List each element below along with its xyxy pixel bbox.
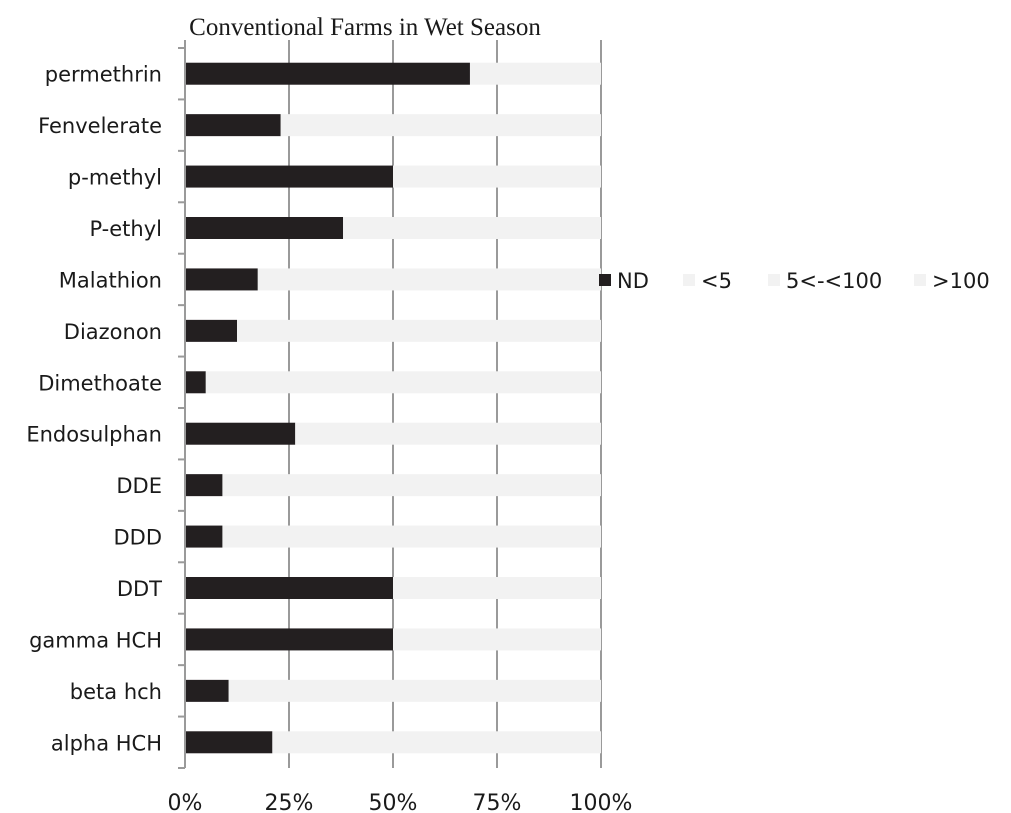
- legend: ND <5 5<-<100 >100: [599, 269, 990, 293]
- legend-swatch: [914, 274, 926, 286]
- axes: [178, 40, 186, 769]
- bar-segment: [343, 217, 601, 239]
- bar-segment: [393, 577, 601, 599]
- bar-segment: [257, 268, 601, 291]
- bar-segment: [185, 217, 344, 239]
- bar-segment: [185, 371, 206, 394]
- category-label: P-ethyl: [89, 217, 162, 241]
- legend-label: >100: [932, 269, 990, 293]
- category-label: p-methyl: [68, 166, 162, 190]
- category-label: Fenvelerate: [38, 114, 162, 138]
- bar-segment: [469, 62, 601, 85]
- category-label: gamma HCH: [29, 628, 162, 652]
- bar-segment: [237, 319, 601, 342]
- x-tick-label: 0%: [168, 791, 203, 813]
- bar-segment: [185, 62, 470, 85]
- legend-label: <5: [701, 269, 732, 293]
- category-labels: permethrin Fenvelerate p-methyl P-ethyl Mala…: [26, 63, 162, 756]
- bar-segment: [185, 268, 258, 291]
- legend-swatch: [768, 274, 780, 286]
- bar-segment: [185, 319, 237, 342]
- bar-segment: [185, 577, 393, 599]
- bar-segment: [295, 422, 601, 445]
- category-label: DDT: [117, 577, 162, 601]
- x-tick-label: 50%: [369, 791, 418, 813]
- bar-segment: [228, 679, 601, 702]
- bar-segment: [222, 474, 601, 497]
- bar-segment: [185, 474, 223, 497]
- bar-segment: [272, 731, 601, 754]
- category-label: Diazonon: [64, 320, 162, 344]
- legend-swatch: [683, 274, 695, 286]
- chart-title: Conventional Farms in Wet Season: [189, 14, 541, 41]
- bar-segment: [185, 525, 223, 548]
- category-label: alpha HCH: [51, 731, 162, 755]
- category-label: DDE: [116, 474, 162, 498]
- bars: [185, 62, 602, 754]
- bar-segment: [185, 628, 393, 651]
- category-label: Endosulphan: [26, 423, 162, 447]
- bar-segment: [393, 165, 601, 188]
- category-label: beta hch: [70, 680, 162, 704]
- category-label: permethrin: [45, 63, 162, 87]
- legend-label: 5<-<100: [786, 269, 882, 293]
- x-tick-label: 25%: [265, 791, 314, 813]
- category-label: Malathion: [59, 268, 162, 292]
- legend-label: ND: [617, 269, 649, 293]
- bar-segment: [185, 114, 281, 137]
- x-tick-label: 100%: [570, 791, 633, 813]
- x-tick-labels: 0% 25% 50% 75% 100%: [168, 791, 633, 813]
- bar-segment: [205, 371, 602, 394]
- bar-segment: [185, 422, 296, 445]
- bar-segment: [185, 679, 229, 702]
- category-label: DDD: [113, 526, 162, 550]
- legend-swatch: [599, 274, 611, 286]
- x-tick-label: 75%: [473, 791, 522, 813]
- bar-segment: [185, 731, 273, 754]
- bar-segment: [393, 628, 601, 651]
- bar-segment: [280, 114, 601, 137]
- grid: [288, 40, 602, 768]
- bar-segment: [185, 165, 393, 188]
- category-label: Dimethoate: [38, 371, 162, 395]
- bar-segment: [222, 525, 601, 548]
